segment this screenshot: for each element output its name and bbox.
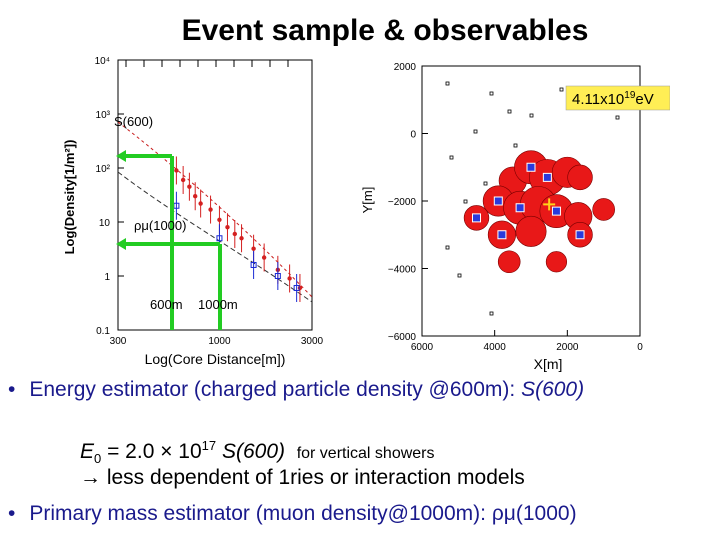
charged-density-point [174,168,179,173]
right-x-tick-label: 6000 [411,342,434,353]
right-plot-y-label: Y[m] [360,187,375,214]
charged-density-point [232,231,237,237]
muon-fit-line [117,171,313,303]
left-y-tick-label: 10² [96,164,111,175]
charged-density-point [239,236,244,241]
bullet-mass-estimator: • Primary mass estimator (muon density@10… [8,502,577,525]
charged-density-point [187,184,192,189]
right-y-tick-label: −2000 [388,197,417,208]
left-y-tick-label: 10 [99,218,111,229]
interaction-model-note: → less dependent of 1ries or interaction… [80,466,525,489]
muon-detector-square [515,203,525,213]
muon-detector-square [575,230,585,240]
s600-annotation: S(600) [114,114,153,129]
muon-density-point [274,273,281,279]
muon-detector-square [493,196,503,206]
muon-density-point [293,284,300,291]
detector-hit-circle [567,164,593,191]
charged-density-point [180,177,186,183]
left-plot-x-label: Log(Core Distance[m]) [145,351,286,367]
right-y-tick-label: −6000 [388,332,417,343]
slide-title: Event sample & observables [181,14,589,47]
left-y-tick-label: 10⁴ [95,56,110,67]
1000m-annotation: 1000m [198,297,238,312]
left-x-tick-label: 300 [110,336,127,347]
detector-hit-circle [515,215,547,247]
charged-density-point [217,217,222,222]
charged-density-point [208,207,213,212]
charged-density-point [261,255,267,260]
muon-detector-square [472,213,481,223]
right-y-tick-label: −4000 [388,265,417,276]
right-y-tick-label: 0 [410,130,416,141]
energy-label-box [565,85,670,111]
charged-density-point [251,246,256,251]
charged-fit-line [117,121,313,298]
muon-density-point [216,235,223,242]
muon-detector-square [526,162,536,172]
right-y-tick-label: 2000 [394,62,417,73]
background-detectors [445,81,620,316]
right-x-tick-label: 4000 [484,342,507,353]
bullet-energy-estimator: • Energy estimator (charged particle dens… [8,378,585,401]
right-x-tick-label: 2000 [556,342,579,353]
600m-annotation: 600m [150,297,183,312]
left-x-tick-label: 3000 [301,336,324,347]
right-x-tick-label: 0 [637,342,643,353]
energy-label: 4.11x1019eV [572,90,654,108]
muon-density-point [250,261,257,268]
energy-formula: E0 = 2.0 × 1017 S(600) for vertical show… [80,438,435,467]
right-plot-x-label: X[m] [534,356,563,372]
figure-panel: 300 1000 3000 10⁴ 10³ 10² 10 1 0.1 Log(Core Dis… [62,56,670,372]
muon-detector-square [551,206,561,216]
detector-hit-circle [497,250,521,274]
left-plot-y-label: Log(Density[1/m²]) [62,140,77,255]
charged-density-point [287,276,292,281]
rho1000-marker [116,238,222,330]
left-plot-frame [117,59,313,331]
detector-hit-circle [545,251,568,273]
detector-hit-circle [592,198,615,221]
left-x-tick-label: 1000 [208,336,231,347]
charged-density-point [297,285,303,291]
left-y-tick-label: 1 [104,272,110,283]
charged-density-point [225,225,230,230]
muon-detector-square [542,172,552,182]
lateral-distribution-plot: 300 1000 3000 10⁴ 10³ 10² 10 1 0.1 Log(Core Dis… [62,56,324,367]
muon-detector-square [497,230,507,240]
charged-density-point [198,201,203,206]
left-y-tick-label: 0.1 [96,326,110,337]
rho1000-annotation: ρμ(1000) [134,218,186,233]
left-y-tick-label: 10³ [96,110,111,121]
charged-density-point [193,194,198,199]
